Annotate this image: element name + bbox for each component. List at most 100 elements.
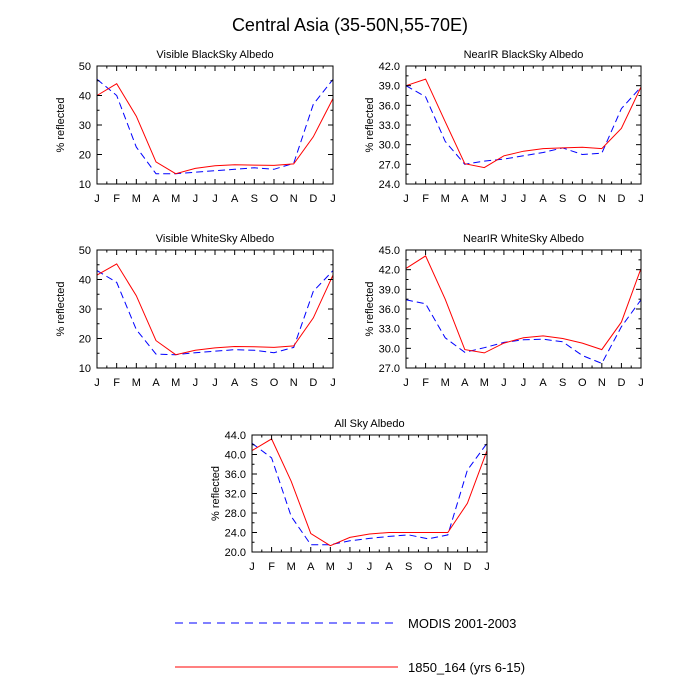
x-tick-label: D [617,193,625,205]
plot-frame [96,249,334,369]
series-line-model [405,78,642,169]
legend-label-modis: MODIS 2001-2003 [408,616,516,631]
chart-panel-1: J F M A M J J A S O N D J24.027.030.033.036.039.042.… [364,49,644,205]
x-tick-label: J [249,561,255,573]
x-tick-label: J [521,377,527,389]
x-tick-label: J [521,193,527,205]
x-tick-label: S [405,561,412,573]
x-tick-label: J [347,561,353,573]
panel-title: NearIR BlackSky Albedo [464,49,584,61]
y-tick-label: 50 [79,61,91,73]
y-tick-label: 50 [79,245,91,257]
chart-panel-3: J F M A M J J A S O N D J27.030.033.036.039.042.045.… [364,233,644,389]
x-tick-label: J [94,193,100,205]
x-tick-label: M [132,193,141,205]
x-tick-label: N [444,561,452,573]
y-tick-label: 30.0 [379,343,400,355]
y-tick-label: 30.0 [379,140,400,152]
y-tick-label: 24.0 [379,179,400,191]
x-tick-label: S [251,193,258,205]
panel-title: NearIR WhiteSky Albedo [463,233,584,245]
x-tick-label: F [268,561,275,573]
x-tick-label: D [309,377,317,389]
x-tick-label: J [501,193,507,205]
x-tick-label: J [367,561,373,573]
figure-title: Central Asia (35-50N,55-70E) [232,15,468,35]
y-tick-label: 45.0 [379,245,400,257]
x-tick-label: A [152,193,160,205]
y-tick-label: 27.0 [379,363,400,375]
y-tick-label: 42.0 [379,265,400,277]
panel-title: Visible BlackSky Albedo [156,49,273,61]
x-tick-label: M [441,193,450,205]
y-tick-label: 40 [79,275,91,287]
x-tick-label: A [231,193,239,205]
y-tick-label: 32.0 [225,489,246,501]
x-tick-label: D [463,561,471,573]
series-line-modis [96,270,334,356]
y-tick-label: 44.0 [225,430,246,442]
chart-panel-4: J F M A M J J A S O N D J20.024.028.032.036.040.044.… [210,418,490,573]
series-line-model [96,83,334,175]
y-tick-label: 40.0 [225,450,246,462]
series-line-modis [96,78,334,175]
legend: MODIS 2001-2003 1850_164 (yrs 6-15) [175,616,525,675]
x-tick-label: M [287,561,296,573]
x-tick-label: O [578,193,587,205]
x-tick-label: J [193,193,199,205]
x-tick-label: O [270,193,279,205]
y-tick-label: 33.0 [379,324,400,336]
y-tick-label: 24.0 [225,528,246,540]
x-tick-label: F [113,377,120,389]
x-tick-label: J [212,377,218,389]
x-tick-label: M [171,193,180,205]
x-tick-label: S [559,377,566,389]
y-tick-label: 36.0 [379,304,400,316]
x-tick-label: M [480,377,489,389]
x-tick-label: J [403,377,409,389]
x-tick-label: J [330,377,336,389]
plot-frame [405,249,642,369]
series-line-modis [251,442,488,546]
series-line-model [96,263,334,356]
x-tick-label: J [501,377,507,389]
y-axis-label: % reflected [55,281,67,336]
y-axis-label: % reflected [55,97,67,152]
y-tick-label: 39.0 [379,284,400,296]
x-tick-label: N [598,377,606,389]
y-tick-label: 30 [79,304,91,316]
y-tick-label: 28.0 [225,508,246,520]
y-tick-label: 36.0 [225,469,246,481]
x-tick-label: J [638,193,644,205]
y-tick-label: 20 [79,334,91,346]
y-axis-label: % reflected [364,97,376,152]
y-tick-label: 33.0 [379,120,400,132]
x-tick-label: A [152,377,160,389]
x-tick-label: D [617,377,625,389]
y-tick-label: 42.0 [379,61,400,73]
x-tick-label: O [424,561,433,573]
y-tick-label: 36.0 [379,100,400,112]
x-tick-label: A [307,561,315,573]
x-tick-label: A [539,193,547,205]
x-tick-label: S [251,377,258,389]
y-tick-label: 10 [79,363,91,375]
y-tick-label: 30 [79,120,91,132]
x-tick-label: M [171,377,180,389]
x-tick-label: M [326,561,335,573]
x-tick-label: A [385,561,393,573]
x-tick-label: J [94,377,100,389]
x-tick-label: A [539,377,547,389]
x-tick-label: F [422,193,429,205]
y-tick-label: 40 [79,91,91,103]
x-tick-label: A [231,377,239,389]
x-tick-label: J [484,561,490,573]
x-tick-label: M [132,377,141,389]
x-tick-label: J [638,377,644,389]
y-tick-label: 10 [79,179,91,191]
y-tick-label: 39.0 [379,81,400,93]
